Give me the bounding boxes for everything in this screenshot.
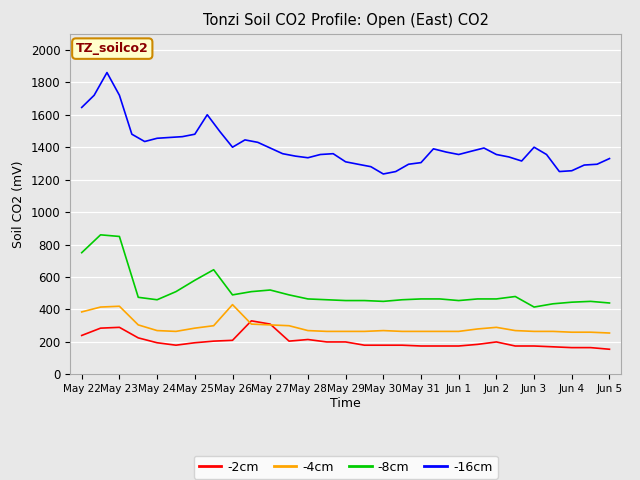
Legend: -2cm, -4cm, -8cm, -16cm: -2cm, -4cm, -8cm, -16cm: [194, 456, 498, 479]
Title: Tonzi Soil CO2 Profile: Open (East) CO2: Tonzi Soil CO2 Profile: Open (East) CO2: [203, 13, 488, 28]
Text: TZ_soilco2: TZ_soilco2: [76, 42, 148, 55]
Y-axis label: Soil CO2 (mV): Soil CO2 (mV): [12, 160, 26, 248]
X-axis label: Time: Time: [330, 397, 361, 410]
